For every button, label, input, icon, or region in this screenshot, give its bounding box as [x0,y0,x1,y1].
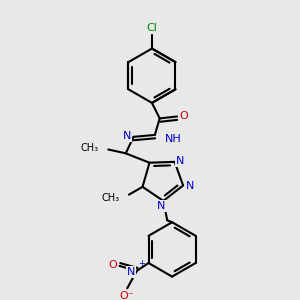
Text: N: N [186,182,194,191]
Text: N: N [157,201,166,211]
Text: O: O [180,112,188,122]
Text: +: + [138,260,145,268]
Text: Cl: Cl [146,23,158,33]
Text: N: N [122,131,131,141]
Text: O⁻: O⁻ [119,291,134,300]
Text: N: N [176,156,184,166]
Text: O: O [108,260,117,270]
Text: N: N [127,267,135,277]
Text: NH: NH [165,134,181,144]
Text: CH₃: CH₃ [101,193,119,202]
Text: CH₃: CH₃ [80,143,99,154]
